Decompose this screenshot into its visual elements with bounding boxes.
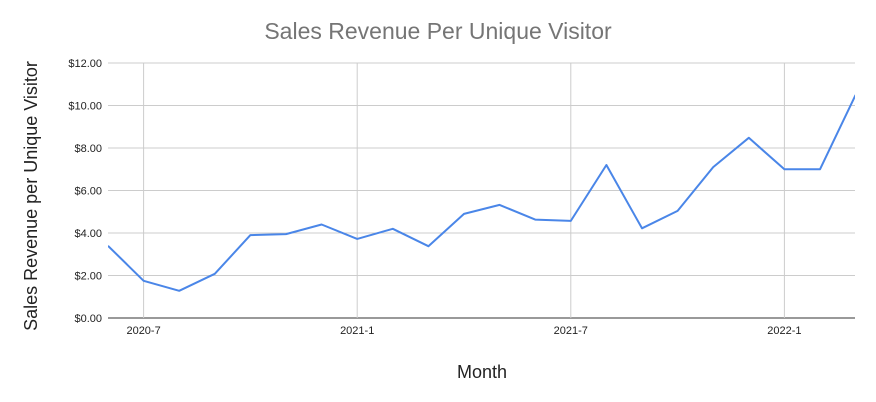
x-tick-label: 2021-1 xyxy=(340,325,374,337)
gridlines xyxy=(108,62,855,319)
y-tick-label: $6.00 xyxy=(74,186,102,198)
x-axis-title: Month xyxy=(457,362,507,382)
x-tick-label: 2022-1 xyxy=(767,325,801,337)
y-tick-label: $8.00 xyxy=(74,143,102,155)
x-tick-label: 2021-7 xyxy=(554,325,588,337)
y-tick-label: $2.00 xyxy=(74,271,102,283)
y-axis-ticks: $0.00 $2.00 $4.00 $6.00 $8.00 $10.00 $12.00 xyxy=(68,58,102,325)
series-layer xyxy=(108,94,855,292)
y-tick-label: $0.00 xyxy=(74,313,102,325)
chart-title: Sales Revenue Per Unique Visitor xyxy=(264,18,612,44)
x-tick-label: 2020-7 xyxy=(126,325,160,337)
y-tick-label: $12.00 xyxy=(68,58,102,70)
y-tick-label: $4.00 xyxy=(74,228,102,240)
series-line xyxy=(108,94,855,292)
y-tick-label: $10.00 xyxy=(68,101,102,113)
x-axis-ticks: 2020-7 2021-1 2021-7 2022-1 xyxy=(126,325,801,337)
y-axis-title: Sales Revenue per Unique Visitor xyxy=(21,61,41,331)
